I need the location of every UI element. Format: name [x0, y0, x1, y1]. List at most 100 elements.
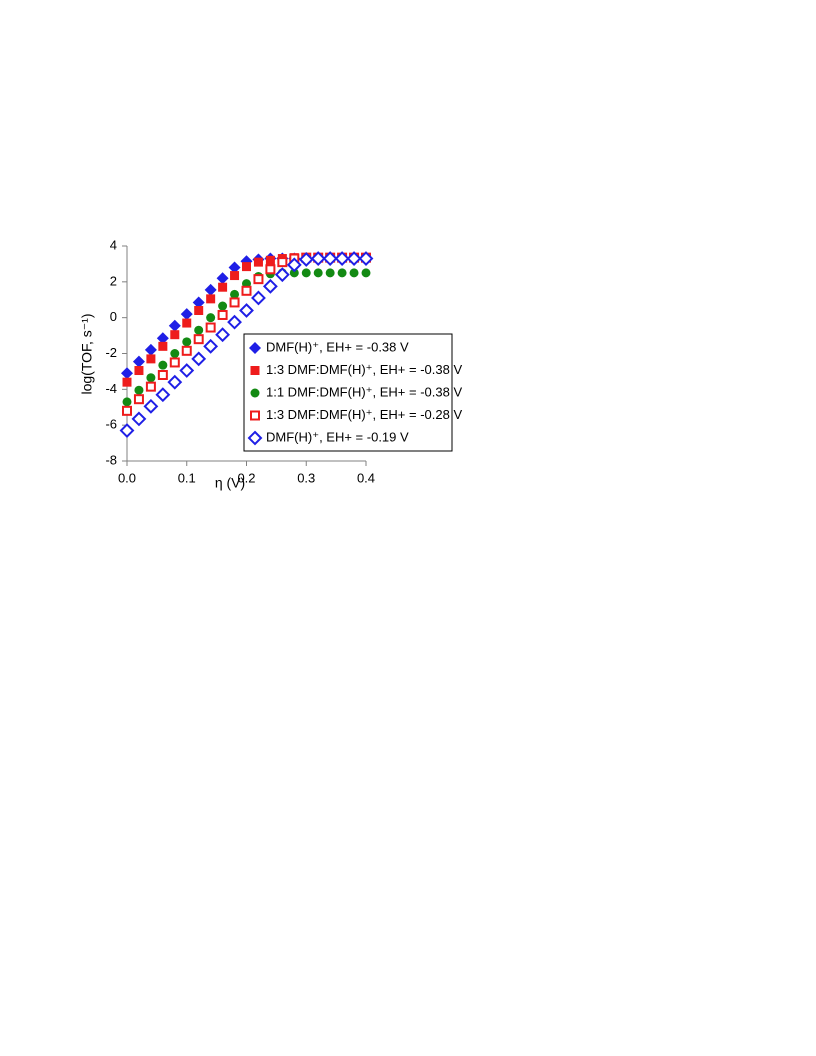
data-point: [144, 343, 157, 356]
data-point: [274, 267, 290, 283]
y-tick-label: -4: [105, 381, 117, 396]
legend-label: 1:3 DMF:DMF(H)⁺, EH+ = -0.38 V: [266, 362, 462, 377]
data-point: [349, 268, 359, 278]
data-point: [218, 282, 228, 292]
data-point: [146, 354, 156, 364]
data-point: [229, 297, 240, 308]
x-tick-label: 0.1: [178, 470, 196, 485]
data-point: [143, 398, 159, 414]
data-point: [122, 405, 132, 416]
data-point: [203, 338, 219, 354]
data-point: [265, 264, 276, 275]
legend-label: DMF(H)⁺, EH+ = -0.38 V: [266, 339, 409, 354]
data-point: [239, 303, 254, 318]
data-point: [192, 296, 205, 309]
y-tick-label: -6: [105, 417, 117, 432]
y-tick-label: 0: [110, 309, 117, 324]
data-point: [277, 257, 288, 268]
data-point: [170, 330, 180, 340]
data-point: [227, 314, 242, 330]
data-point: [180, 308, 193, 321]
x-tick-label: 0.2: [237, 470, 255, 485]
y-tick-label: -2: [105, 345, 117, 360]
data-point: [167, 374, 183, 390]
data-point: [158, 360, 168, 370]
data-point: [206, 294, 216, 304]
data-point: [346, 251, 362, 266]
data-point: [194, 325, 204, 335]
data-point: [119, 423, 135, 438]
data-point: [122, 377, 132, 387]
legend-marker: [249, 342, 261, 354]
x-tick-label: 0.0: [118, 470, 136, 485]
data-point: [310, 251, 326, 266]
data-point: [337, 268, 347, 278]
data-point: [134, 366, 144, 376]
data-point: [228, 261, 241, 274]
legend-label: 1:3 DMF:DMF(H)⁺, EH+ = -0.28 V: [266, 407, 462, 422]
data-point: [145, 381, 156, 392]
legend-label: DMF(H)⁺, EH+ = -0.19 V: [266, 429, 409, 444]
data-point: [169, 357, 180, 368]
data-point: [204, 283, 217, 296]
data-point: [289, 268, 299, 278]
data-point: [358, 251, 374, 266]
data-point: [230, 289, 240, 299]
data-point: [133, 394, 144, 405]
legend-marker: [250, 366, 260, 375]
data-point: [157, 370, 168, 380]
data-point: [121, 367, 133, 380]
data-point: [265, 255, 275, 265]
legend-marker: [250, 388, 260, 398]
x-tick-label: 0.4: [357, 470, 375, 485]
data-point: [262, 278, 278, 294]
data-point: [322, 251, 338, 266]
data-point: [193, 334, 204, 345]
data-point: [155, 387, 171, 403]
y-axis-label: log(TOF, s⁻¹): [79, 313, 95, 394]
data-point: [217, 309, 228, 320]
y-tick-label: -8: [105, 452, 117, 467]
y-tick-label: 2: [110, 273, 117, 288]
data-point: [242, 262, 251, 272]
data-point: [179, 363, 195, 378]
data-point: [182, 337, 192, 347]
data-point: [251, 290, 266, 306]
data-point: [298, 252, 314, 267]
data-point: [230, 271, 240, 281]
legend-box: [243, 333, 453, 452]
data-point: [253, 274, 264, 285]
x-axis-label: η (V): [215, 475, 245, 491]
data-point: [146, 373, 156, 383]
data-point: [215, 327, 231, 343]
x-tick-label: 0.3: [297, 470, 315, 485]
data-point: [361, 268, 371, 278]
data-point: [132, 355, 145, 368]
data-point: [286, 257, 302, 273]
data-point: [253, 257, 263, 267]
data-point: [181, 345, 192, 356]
data-point: [334, 251, 350, 266]
data-point: [122, 397, 132, 407]
data-point: [131, 411, 147, 427]
y-tick-label: 4: [110, 237, 117, 252]
data-point: [168, 319, 181, 332]
data-point: [182, 318, 192, 328]
data-point: [134, 385, 144, 395]
legend-marker: [247, 430, 263, 446]
data-point: [170, 349, 180, 358]
data-point: [205, 322, 216, 333]
legend-marker: [250, 410, 260, 421]
data-point: [218, 301, 228, 311]
data-point: [191, 351, 207, 367]
data-point: [206, 313, 216, 323]
legend-label: 1:1 DMF:DMF(H)⁺, EH+ = -0.38 V: [266, 384, 462, 399]
data-point: [194, 306, 204, 315]
data-point: [158, 341, 168, 351]
data-point: [325, 268, 335, 278]
data-point: [156, 332, 169, 345]
data-point: [216, 272, 229, 285]
data-point: [313, 268, 323, 278]
